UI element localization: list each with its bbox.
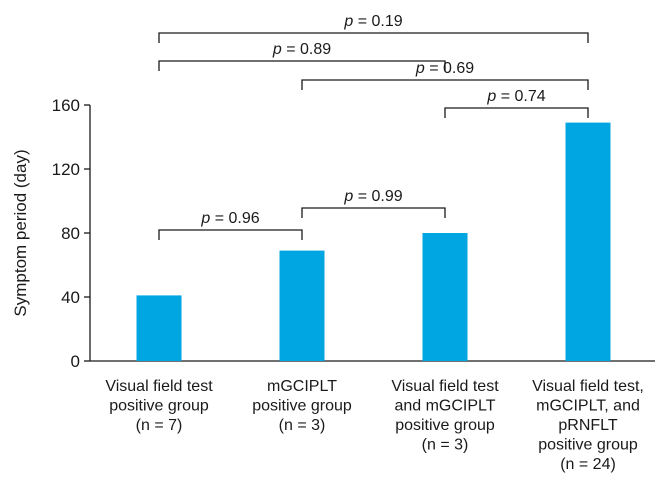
- p-value-label: p = 0.69: [415, 60, 474, 77]
- bracket-line: [444, 107, 589, 118]
- bracket-line: [301, 207, 446, 218]
- y-axis: 0 40 80 120 160: [52, 96, 91, 371]
- bars: [136, 122, 611, 361]
- x-category-label: Visual field test, mGCIPLT, and pRNFLT posi…: [532, 378, 644, 473]
- y-tick-label: 0: [71, 352, 80, 371]
- p-value-label: p = 0.74: [486, 88, 545, 105]
- bracket-line: [301, 79, 589, 90]
- comparison-bracket: p = 0.96: [158, 210, 303, 240]
- comparison-bracket: p = 0.99: [301, 188, 446, 218]
- y-axis-title: Symptom period (day): [11, 149, 30, 316]
- bracket-line: [158, 229, 303, 240]
- comparison-brackets: p = 0.96 p = 0.99 p = 0.74 p = 0.69 p = 0.89…: [158, 13, 589, 240]
- p-value-label: p = 0.89: [272, 41, 331, 58]
- x-category-label: Visual field test positive group (n = 7): [105, 378, 213, 434]
- y-tick-label: 160: [52, 96, 80, 115]
- y-tick-label: 40: [61, 288, 80, 307]
- p-value-label: p = 0.96: [200, 210, 259, 227]
- p-value-label: p = 0.99: [343, 188, 402, 205]
- comparison-bracket: p = 0.69: [301, 60, 589, 90]
- x-category-label: mGCIPLT positive group (n = 3): [252, 378, 352, 434]
- comparison-bracket: p = 0.74: [444, 88, 589, 118]
- bar: [422, 233, 468, 361]
- bar: [565, 122, 611, 361]
- y-tick-label: 120: [52, 160, 80, 179]
- category-labels: Visual field test positive group (n = 7) mG…: [105, 378, 644, 473]
- bracket-line: [158, 60, 446, 71]
- comparison-bracket: p = 0.89: [158, 41, 446, 71]
- bar: [136, 295, 182, 361]
- comparison-bracket: p = 0.19: [158, 13, 589, 43]
- p-value-label: p = 0.19: [343, 13, 402, 30]
- y-tick-label: 80: [61, 224, 80, 243]
- x-category-label: Visual field test and mGCIPLT positive gro…: [391, 378, 499, 454]
- bar: [279, 250, 325, 361]
- bracket-line: [158, 32, 589, 43]
